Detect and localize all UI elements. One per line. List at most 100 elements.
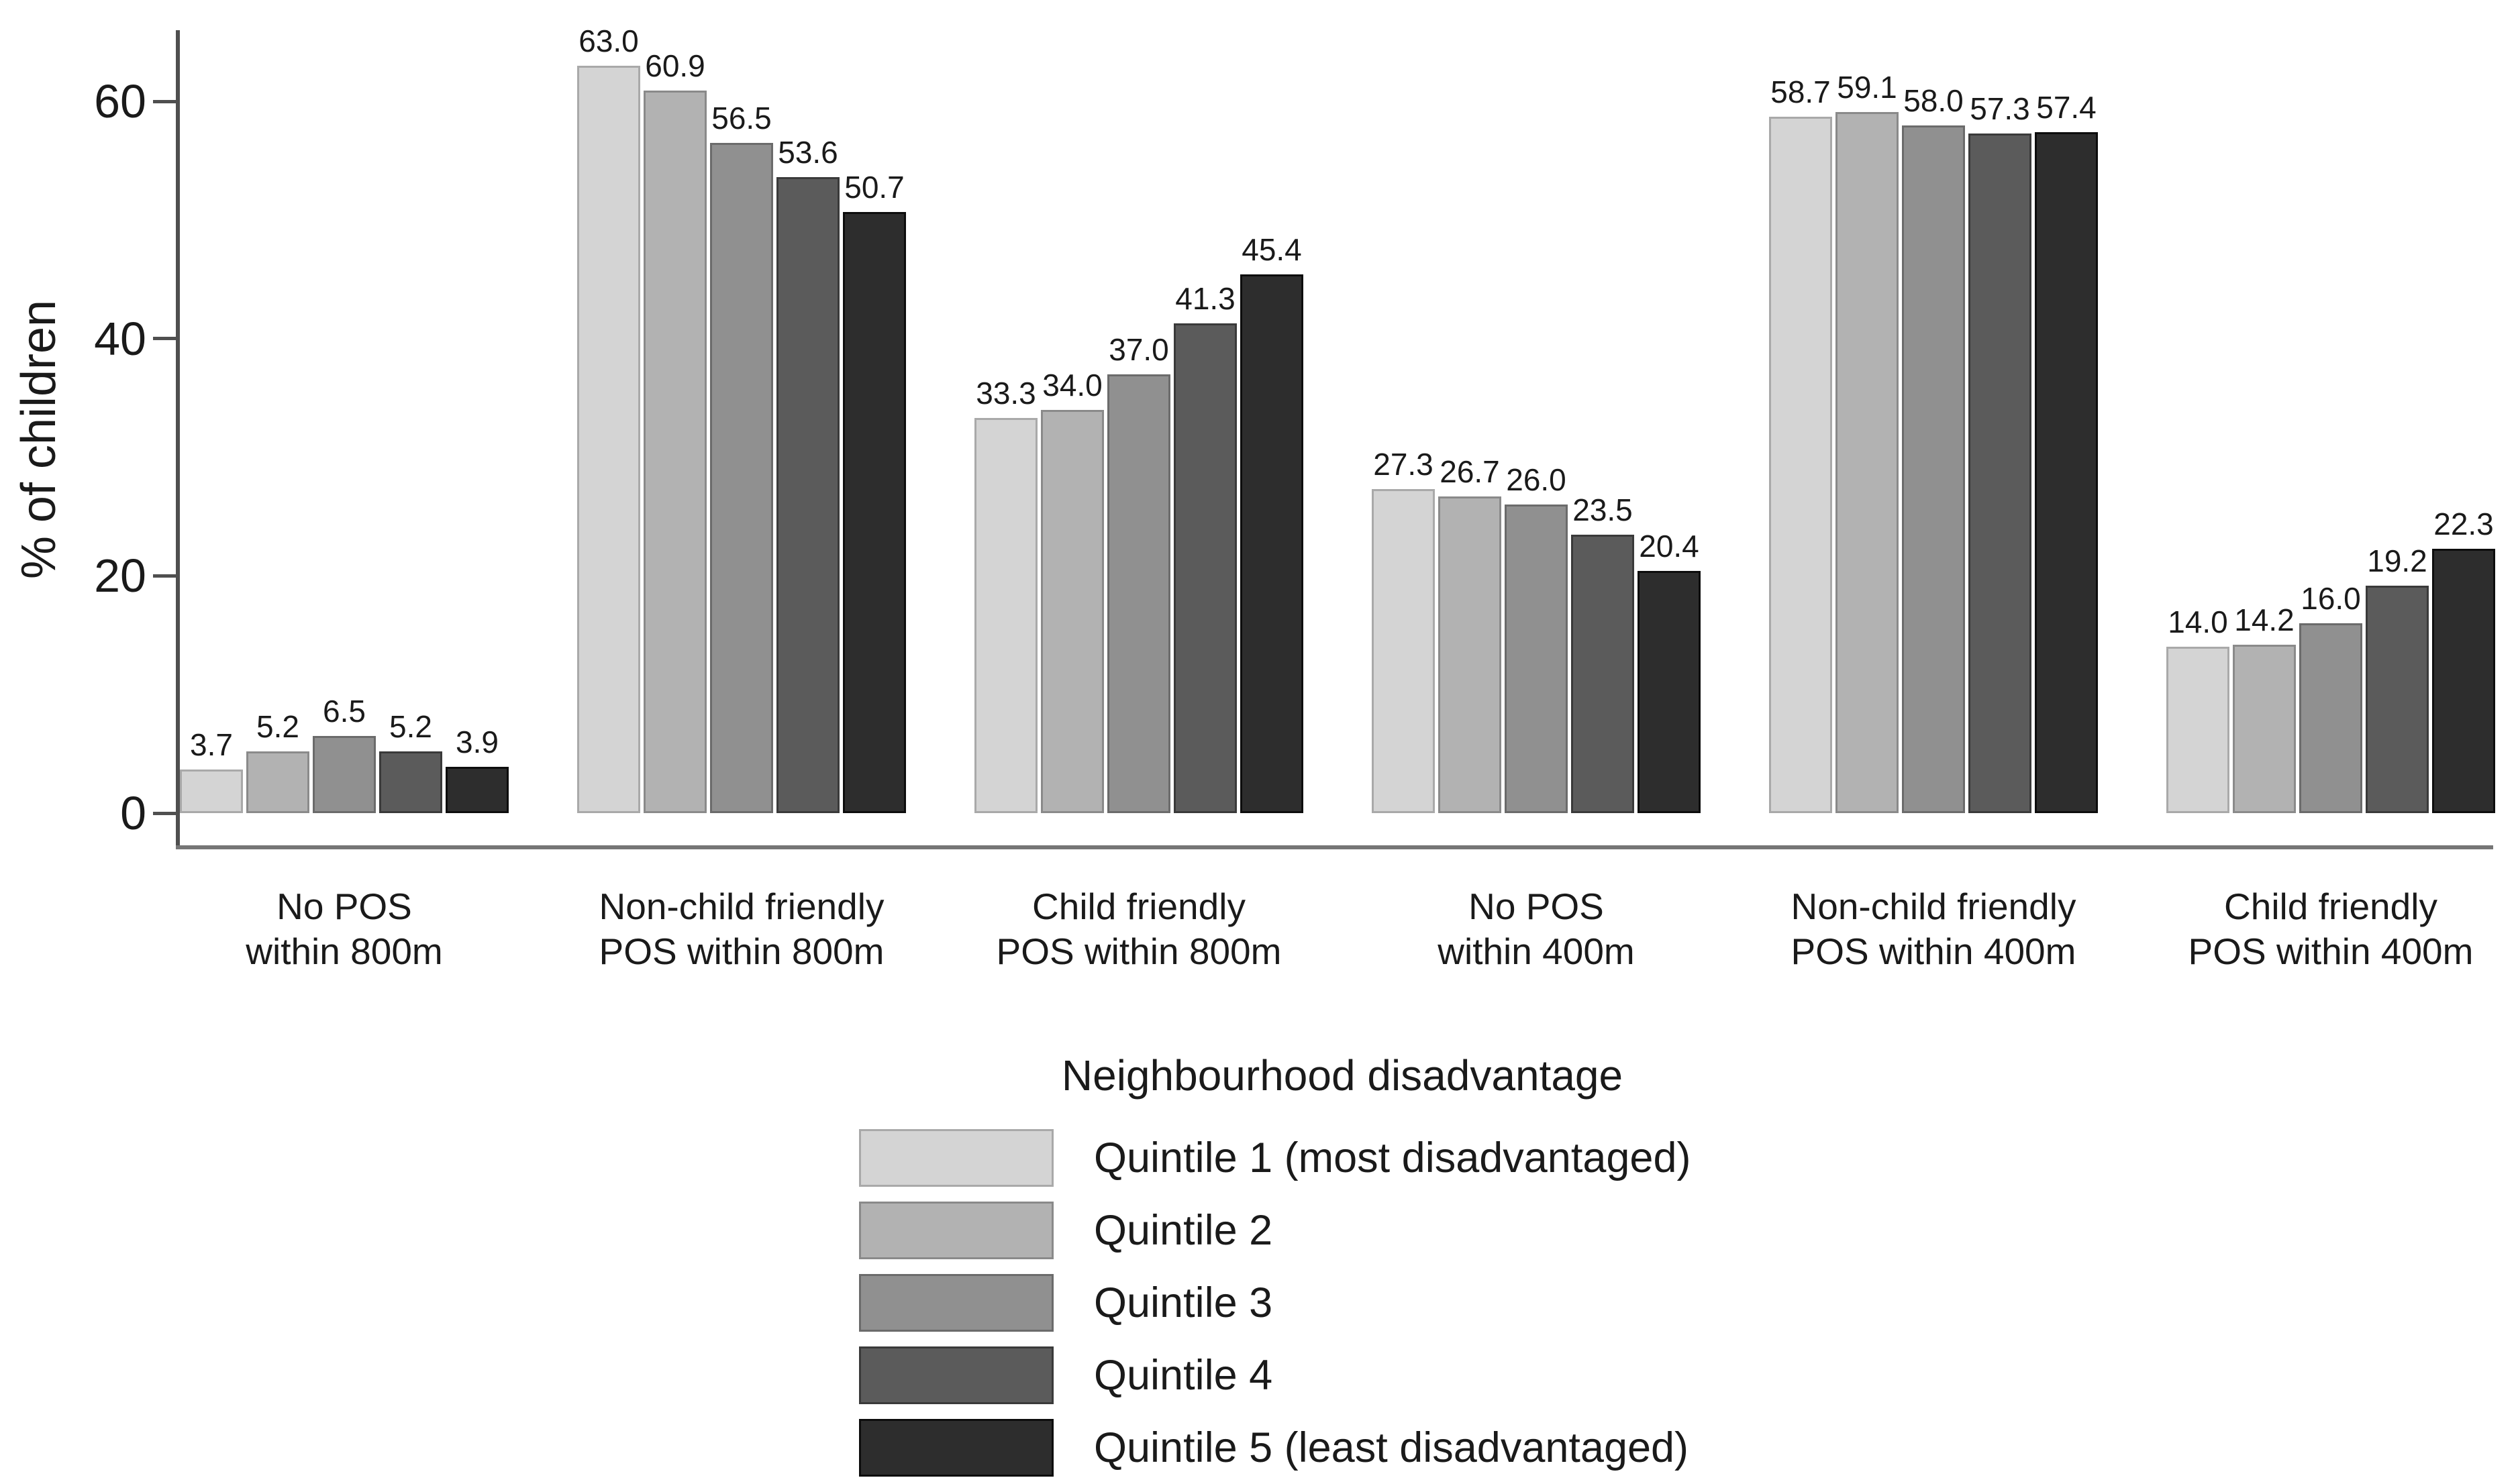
bar	[1769, 117, 1832, 813]
legend-swatch	[859, 1129, 1054, 1187]
bar	[843, 212, 906, 813]
x-category-label: No POS within 800m	[146, 884, 543, 974]
legend-item-label: Quintile 5 (least disadvantaged)	[1094, 1424, 1689, 1471]
bar-value-label: 27.3	[1373, 447, 1433, 482]
bar-value-label: 20.4	[1639, 529, 1699, 564]
x-category-label-line1: No POS	[1468, 886, 1604, 927]
bar	[1372, 489, 1435, 813]
bar-value-label: 58.0	[1903, 83, 1964, 118]
bar	[379, 751, 442, 813]
bar	[1438, 496, 1501, 813]
bar	[2299, 623, 2362, 813]
bar-value-label: 58.7	[1770, 74, 1831, 109]
bar	[1835, 112, 1899, 813]
bar-value-label: 6.5	[323, 694, 366, 729]
bar	[180, 770, 243, 813]
bar-value-label: 63.0	[578, 23, 639, 58]
bar-value-label: 37.0	[1109, 332, 1169, 367]
bar-value-label: 34.0	[1042, 368, 1103, 403]
x-axis-line	[176, 845, 2493, 849]
bar	[1571, 535, 1634, 813]
bar	[2432, 549, 2495, 813]
y-tick-mark	[153, 337, 179, 341]
bar-value-label: 19.2	[2367, 543, 2427, 578]
bar-value-label: 57.4	[2036, 90, 2097, 125]
bar-value-label: 33.3	[976, 376, 1036, 411]
x-category-label: Child friendly POS within 400m	[2132, 884, 2518, 974]
bar-value-label: 45.4	[1242, 232, 1302, 267]
bar-value-label: 56.5	[711, 101, 772, 136]
bar-value-label: 57.3	[1970, 91, 2030, 126]
legend-swatch	[859, 1274, 1054, 1332]
bar	[1174, 323, 1237, 813]
legend-item-label: Quintile 2	[1094, 1207, 1273, 1254]
bar	[2035, 132, 2098, 813]
x-category-label-line2: POS within 800m	[599, 931, 885, 972]
bar	[313, 736, 376, 813]
legend-item-label: Quintile 3	[1094, 1279, 1273, 1326]
bar-value-label: 59.1	[1837, 70, 1897, 105]
x-category-label-line1: No POS	[276, 886, 412, 927]
legend-swatch	[859, 1419, 1054, 1477]
bar	[1041, 410, 1104, 813]
bar	[577, 66, 640, 813]
legend-swatch	[859, 1346, 1054, 1404]
bar-value-label: 53.6	[778, 135, 838, 170]
bar-value-label: 14.0	[2168, 604, 2228, 639]
legend-swatch	[859, 1202, 1054, 1259]
bar-value-label: 22.3	[2433, 507, 2494, 541]
bar-value-label: 16.0	[2301, 581, 2361, 616]
x-category-label: No POS within 400m	[1338, 884, 1735, 974]
bar	[2166, 647, 2229, 813]
x-category-label-line2: POS within 400m	[1791, 931, 2076, 972]
bar	[1638, 571, 1701, 813]
bar	[446, 767, 509, 813]
bar-value-label: 5.2	[389, 709, 432, 744]
x-category-label: Non-child friendly POS within 400m	[1735, 884, 2132, 974]
y-tick-label: 40	[94, 312, 146, 365]
x-category-label-line2: within 400m	[1438, 931, 1635, 972]
bar-value-label: 14.2	[2234, 602, 2295, 637]
x-category-label-line1: Non-child friendly	[1791, 886, 2076, 927]
y-axis-line	[176, 30, 180, 847]
legend-item-label: Quintile 4	[1094, 1352, 1273, 1399]
bar-value-label: 26.0	[1506, 462, 1566, 497]
bar	[776, 177, 840, 813]
bar	[710, 143, 773, 813]
legend-title: Neighbourhood disadvantage	[1061, 1051, 1623, 1100]
bar-value-label: 26.7	[1440, 454, 1500, 489]
x-category-label: Non-child friendly POS within 800m	[543, 884, 940, 974]
bar-value-label: 23.5	[1572, 492, 1633, 527]
bar-value-label: 41.3	[1175, 281, 1236, 316]
bar	[2366, 586, 2429, 813]
y-tick-mark	[153, 811, 179, 815]
x-category-label-line2: POS within 800m	[996, 931, 1282, 972]
y-tick-label: 60	[94, 75, 146, 128]
bar	[1240, 274, 1303, 813]
bar-value-label: 50.7	[844, 170, 905, 205]
bar	[974, 418, 1038, 813]
x-category-label-line1: Child friendly	[2224, 886, 2437, 927]
bar-value-label: 3.7	[190, 727, 233, 762]
x-category-label-line2: within 800m	[246, 931, 443, 972]
bar	[2233, 645, 2296, 813]
y-tick-label: 0	[120, 787, 146, 839]
x-category-label: Child friendly POS within 800m	[940, 884, 1338, 974]
x-category-label-line2: POS within 400m	[2188, 931, 2474, 972]
y-tick-mark	[153, 574, 179, 578]
bar	[1505, 505, 1568, 813]
x-category-label-line1: Child friendly	[1032, 886, 1246, 927]
x-category-label-line1: Non-child friendly	[599, 886, 885, 927]
bar	[1107, 374, 1170, 813]
y-tick-label: 20	[94, 549, 146, 602]
bar-value-label: 5.2	[256, 709, 299, 744]
y-tick-mark	[153, 99, 179, 103]
bar	[1902, 125, 1965, 813]
bar	[246, 751, 309, 813]
bar-value-label: 3.9	[456, 725, 499, 759]
bar-value-label: 60.9	[645, 48, 705, 83]
bar	[644, 91, 707, 813]
bar	[1968, 134, 2031, 813]
legend-item-label: Quintile 1 (most disadvantaged)	[1094, 1134, 1691, 1181]
